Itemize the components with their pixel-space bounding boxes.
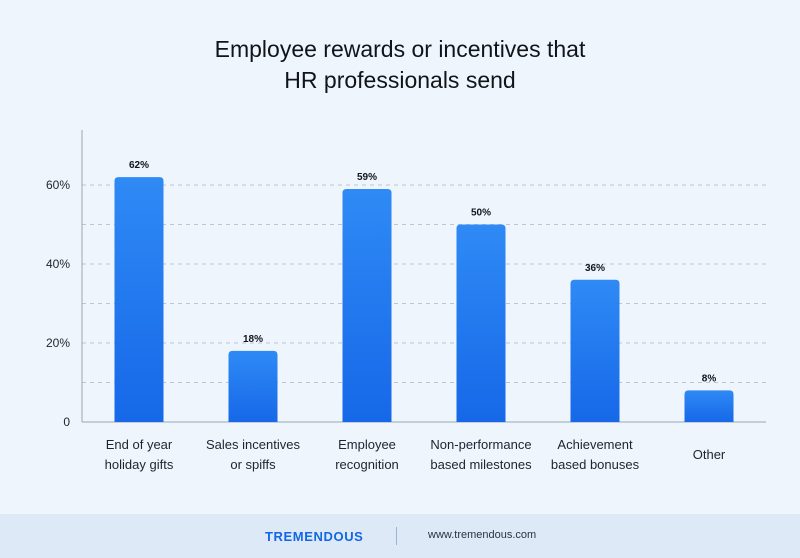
value-label: 59% <box>357 172 377 183</box>
y-tick-label: 40% <box>46 257 70 271</box>
bar-chart: 0 20% 40% 60% 62% 18% 59% 50% 36% 8% End of year… <box>46 130 766 472</box>
value-label: 18% <box>243 334 263 345</box>
bar <box>228 350 278 422</box>
bar <box>456 224 506 422</box>
category-label: recognition <box>335 457 399 472</box>
bar <box>570 279 620 422</box>
website-link[interactable]: www.tremendous.com <box>428 529 537 541</box>
bar <box>114 177 164 422</box>
value-label: 50% <box>471 208 491 219</box>
category-label: Non-performance <box>430 437 531 452</box>
y-tick-label: 20% <box>46 336 70 350</box>
value-label: 36% <box>585 263 605 274</box>
y-tick-label: 0 <box>63 415 70 429</box>
chart-title: Employee rewards or incentives that HR p… <box>0 34 800 96</box>
value-label: 62% <box>129 160 149 171</box>
footer: TREMENDOUS www.tremendous.com <box>0 514 800 558</box>
category-label: holiday gifts <box>105 457 174 472</box>
category-label: End of year <box>106 437 173 452</box>
category-label: or spiffs <box>230 457 276 472</box>
category-label: Achievement <box>557 437 633 452</box>
footer-divider <box>396 527 397 545</box>
category-label: based milestones <box>430 457 532 472</box>
category-label: Employee <box>338 437 396 452</box>
value-label: 8% <box>702 373 717 384</box>
bar <box>684 390 734 422</box>
category-label: Other <box>693 447 726 462</box>
bar <box>342 188 392 422</box>
chart-title-line-1: Employee rewards or incentives that <box>214 36 586 62</box>
category-label: based bonuses <box>551 457 640 472</box>
category-label: Sales incentives <box>206 437 300 452</box>
chart-title-line-2: HR professionals send <box>284 67 516 93</box>
y-tick-label: 60% <box>46 178 70 192</box>
brand-logo[interactable]: TREMENDOUS <box>265 529 364 544</box>
